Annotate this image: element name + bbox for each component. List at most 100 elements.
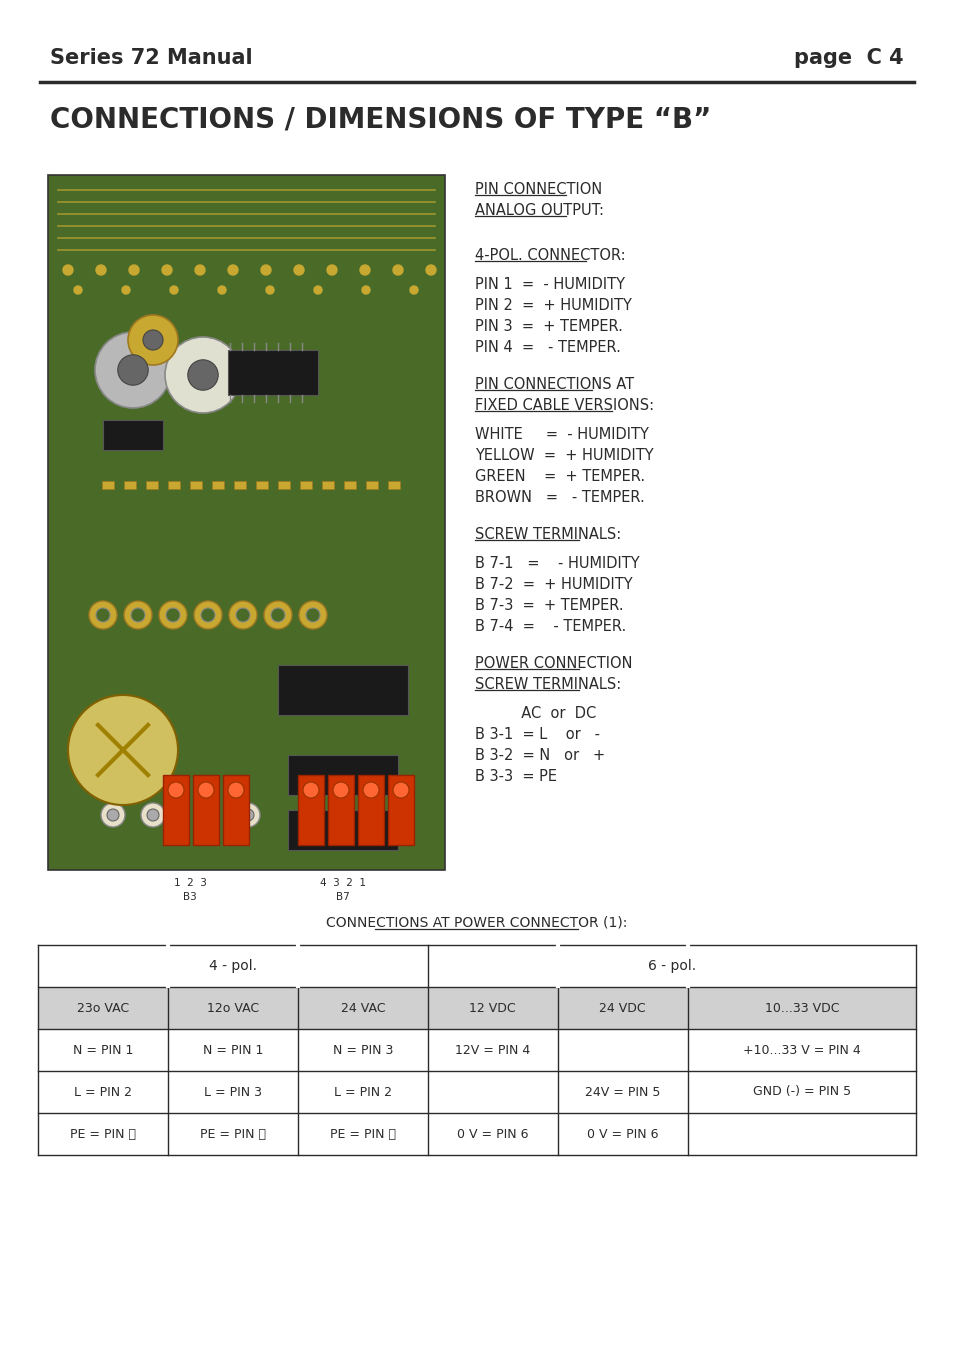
Circle shape: [117, 355, 148, 385]
Circle shape: [166, 608, 180, 621]
Text: 12o VAC: 12o VAC: [207, 1001, 258, 1015]
Circle shape: [96, 265, 106, 276]
Circle shape: [147, 809, 159, 821]
Text: B3: B3: [183, 892, 196, 902]
Text: CONNECTIONS / DIMENSIONS OF TYPE “B”: CONNECTIONS / DIMENSIONS OF TYPE “B”: [50, 105, 711, 132]
Text: SCREW TERMINALS:: SCREW TERMINALS:: [475, 677, 620, 692]
Bar: [124, 481, 136, 489]
Text: 6 - pol.: 6 - pol.: [647, 959, 696, 973]
Bar: [277, 665, 408, 715]
Bar: [297, 775, 324, 844]
Circle shape: [363, 782, 378, 798]
Circle shape: [359, 265, 370, 276]
Bar: [38, 988, 915, 1029]
Text: 24 VAC: 24 VAC: [340, 1001, 385, 1015]
Circle shape: [303, 782, 318, 798]
Circle shape: [361, 286, 370, 295]
Circle shape: [188, 359, 218, 390]
Circle shape: [129, 265, 139, 276]
Text: PIN 4  =   - TEMPER.: PIN 4 = - TEMPER.: [475, 340, 620, 355]
Bar: [233, 481, 246, 489]
Circle shape: [68, 694, 178, 805]
Text: +10...33 V = PIN 4: +10...33 V = PIN 4: [742, 1043, 860, 1056]
Text: L = PIN 3: L = PIN 3: [204, 1085, 262, 1098]
Text: WHITE     =  - HUMIDITY: WHITE = - HUMIDITY: [475, 427, 648, 442]
Bar: [48, 176, 444, 870]
Text: N = PIN 1: N = PIN 1: [203, 1043, 263, 1056]
Bar: [357, 775, 384, 844]
Bar: [322, 481, 334, 489]
Circle shape: [194, 265, 205, 276]
Text: ANALOG OUTPUT:: ANALOG OUTPUT:: [475, 203, 603, 218]
Bar: [228, 350, 317, 394]
Circle shape: [242, 809, 253, 821]
Text: 24V = PIN 5: 24V = PIN 5: [584, 1085, 659, 1098]
Text: PIN 2  =  + HUMIDITY: PIN 2 = + HUMIDITY: [475, 299, 631, 313]
Text: PIN CONNECTION: PIN CONNECTION: [475, 182, 601, 197]
Text: 4 - pol.: 4 - pol.: [209, 959, 256, 973]
Text: SCREW TERMINALS:: SCREW TERMINALS:: [475, 527, 620, 542]
Text: POWER CONNECTION: POWER CONNECTION: [475, 657, 632, 671]
Circle shape: [124, 601, 152, 630]
Circle shape: [393, 782, 409, 798]
Circle shape: [327, 265, 336, 276]
Circle shape: [168, 782, 184, 798]
Text: B 3-2  = N   or   +: B 3-2 = N or +: [475, 748, 604, 763]
Bar: [168, 481, 180, 489]
Circle shape: [218, 286, 226, 295]
Bar: [193, 775, 219, 844]
Text: B 3-1  = L    or   -: B 3-1 = L or -: [475, 727, 599, 742]
Circle shape: [101, 802, 125, 827]
Text: Series 72 Manual: Series 72 Manual: [50, 49, 253, 68]
Text: PE = PIN ⏚: PE = PIN ⏚: [70, 1128, 136, 1140]
Text: B 3-3  = PE: B 3-3 = PE: [475, 769, 557, 784]
Bar: [277, 481, 290, 489]
Text: N = PIN 3: N = PIN 3: [333, 1043, 393, 1056]
Text: PE = PIN ⏚: PE = PIN ⏚: [200, 1128, 266, 1140]
Text: GND (-) = PIN 5: GND (-) = PIN 5: [752, 1085, 850, 1098]
Circle shape: [128, 315, 178, 365]
Circle shape: [165, 336, 241, 413]
Circle shape: [141, 802, 165, 827]
Text: B 7-3  =  + TEMPER.: B 7-3 = + TEMPER.: [475, 598, 623, 613]
Bar: [388, 481, 399, 489]
Circle shape: [229, 601, 256, 630]
Circle shape: [107, 809, 119, 821]
Text: 1  2  3: 1 2 3: [173, 878, 206, 888]
Circle shape: [95, 332, 171, 408]
Text: PIN CONNECTIONS AT: PIN CONNECTIONS AT: [475, 377, 634, 392]
Circle shape: [298, 601, 327, 630]
Text: 10...33 VDC: 10...33 VDC: [763, 1001, 839, 1015]
Circle shape: [261, 265, 271, 276]
Text: 23o VAC: 23o VAC: [77, 1001, 129, 1015]
Circle shape: [193, 601, 222, 630]
Text: CONNECTIONS AT POWER CONNECTOR (1):: CONNECTIONS AT POWER CONNECTOR (1):: [326, 915, 627, 929]
Bar: [288, 755, 397, 794]
Circle shape: [143, 330, 163, 350]
Circle shape: [89, 601, 117, 630]
Bar: [102, 481, 113, 489]
Text: 12 VDC: 12 VDC: [469, 1001, 516, 1015]
Bar: [388, 775, 414, 844]
Text: 0 V = PIN 6: 0 V = PIN 6: [586, 1128, 658, 1140]
Text: BROWN   =   - TEMPER.: BROWN = - TEMPER.: [475, 490, 644, 505]
Bar: [255, 481, 268, 489]
Text: page  C 4: page C 4: [794, 49, 903, 68]
Text: FIXED CABLE VERSIONS:: FIXED CABLE VERSIONS:: [475, 399, 654, 413]
Circle shape: [294, 265, 304, 276]
Text: PIN 3  =  + TEMPER.: PIN 3 = + TEMPER.: [475, 319, 622, 334]
Text: L = PIN 2: L = PIN 2: [334, 1085, 392, 1098]
Text: B 7-1   =    - HUMIDITY: B 7-1 = - HUMIDITY: [475, 557, 639, 571]
Text: N = PIN 1: N = PIN 1: [72, 1043, 133, 1056]
Bar: [288, 811, 397, 850]
Circle shape: [162, 265, 172, 276]
Text: 24 VDC: 24 VDC: [598, 1001, 645, 1015]
Circle shape: [159, 601, 187, 630]
Circle shape: [228, 265, 237, 276]
Circle shape: [333, 782, 349, 798]
Text: PE = PIN ⏚: PE = PIN ⏚: [330, 1128, 395, 1140]
Text: AC  or  DC: AC or DC: [475, 707, 596, 721]
Circle shape: [266, 286, 274, 295]
Bar: [328, 775, 354, 844]
Circle shape: [393, 265, 402, 276]
